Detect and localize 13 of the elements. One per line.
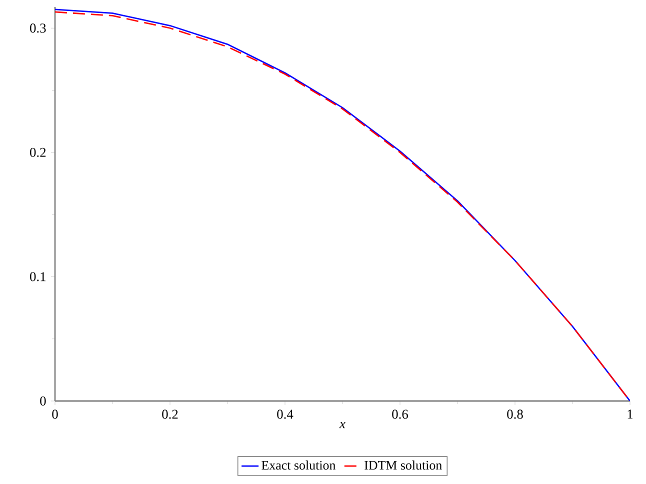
x-tick-label: 0.6	[392, 410, 408, 419]
x-tick-label: 0	[52, 410, 58, 419]
y-tick-label: 0.3	[30, 24, 46, 33]
x-tick-label: 0.8	[507, 410, 523, 419]
legend-label: IDTM solution	[364, 460, 442, 470]
y-tick-label: 0	[40, 396, 46, 406]
x-tick-label: 0.2	[162, 410, 178, 419]
legend-label: Exact solution	[262, 460, 336, 470]
x-axis-title: x	[339, 422, 346, 428]
y-tick-label: 0.2	[30, 148, 46, 157]
x-tick-label: 0.4	[277, 410, 294, 419]
x-tick-label: 1	[628, 410, 633, 419]
y-tick-label: 0.1	[30, 272, 46, 282]
